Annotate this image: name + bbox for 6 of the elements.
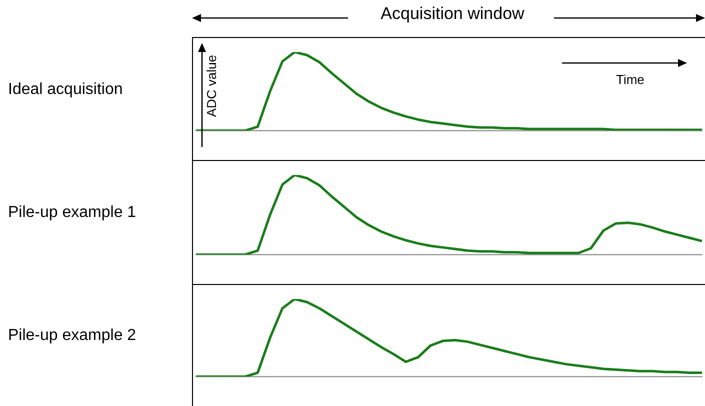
annotation: ADC value	[204, 54, 219, 117]
y-axis-title: Ideal acquisition	[8, 80, 123, 98]
annotation: Time	[616, 72, 644, 87]
y-axis-title: Pile-up example 1	[8, 204, 136, 222]
y-axis-title: Pile-up example 2	[8, 327, 136, 345]
chart-title: Acquisition window	[380, 4, 526, 24]
